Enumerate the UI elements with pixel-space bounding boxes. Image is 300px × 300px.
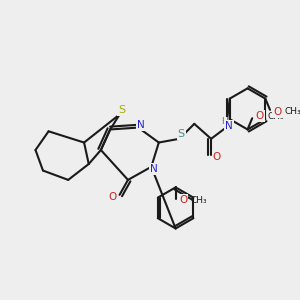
Text: N: N (225, 121, 233, 131)
Text: H: H (221, 118, 228, 127)
Text: CH₃: CH₃ (267, 112, 284, 121)
Text: O: O (213, 152, 221, 161)
Text: O: O (179, 195, 187, 206)
Text: N: N (137, 120, 145, 130)
Text: O: O (108, 192, 116, 202)
Text: N: N (150, 164, 158, 174)
Text: CH₃: CH₃ (285, 107, 300, 116)
Text: CH₃: CH₃ (190, 196, 207, 205)
Text: O: O (256, 111, 264, 122)
Text: S: S (178, 129, 185, 139)
Text: S: S (118, 105, 125, 115)
Text: O: O (273, 107, 282, 117)
